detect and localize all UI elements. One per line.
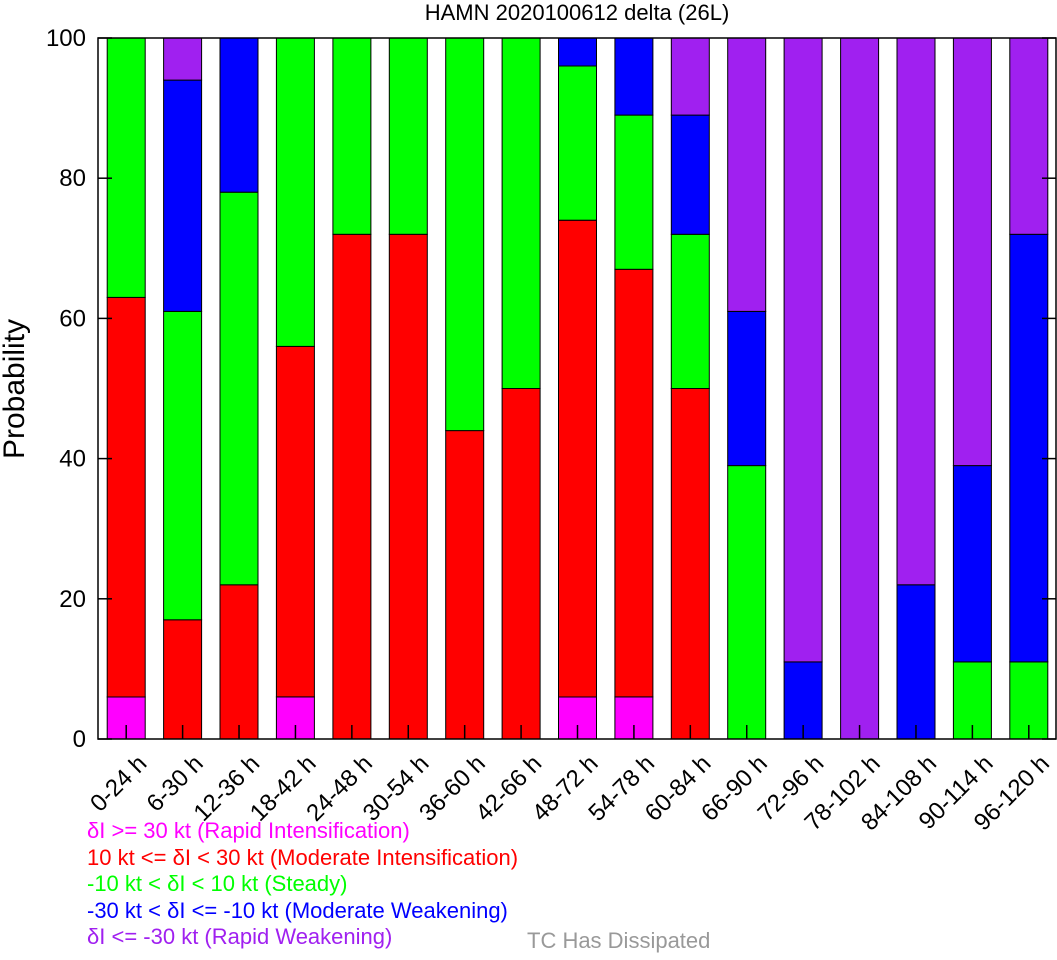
bar-segment-mi bbox=[106, 296, 146, 698]
legend-item-steady: -10 kt < δI < 10 kt (Steady) bbox=[87, 871, 348, 896]
y-tick-label: 60 bbox=[59, 305, 86, 332]
y-tick-label: 0 bbox=[73, 726, 86, 753]
legend-item-dissipated: TC Has Dissipated bbox=[527, 928, 711, 953]
bar-segment-steady bbox=[388, 37, 428, 235]
bar-segment-rw bbox=[896, 37, 936, 586]
y-tick-label: 100 bbox=[46, 25, 86, 52]
bar-segment-steady bbox=[106, 37, 146, 298]
y-axis-label: Probability bbox=[0, 319, 31, 459]
bar-segment-mw bbox=[614, 37, 654, 116]
bar-segment-mi bbox=[558, 219, 597, 698]
bars-layer bbox=[106, 37, 1049, 740]
bar-segment-mi bbox=[275, 345, 315, 698]
y-tick-label: 80 bbox=[59, 165, 86, 192]
legend-item-moderate-weakening: -30 kt < δI <= -10 kt (Moderate Weakenin… bbox=[87, 897, 508, 923]
bar-segment-steady bbox=[163, 310, 203, 621]
bar-segment-rw bbox=[952, 37, 992, 467]
bar-segment-steady bbox=[332, 37, 372, 235]
chart-title: HAMN 2020100612 delta (26L) bbox=[425, 0, 730, 25]
y-tick-label: 20 bbox=[59, 586, 86, 613]
bar-segment-mi bbox=[501, 388, 541, 740]
bar-segment-mi bbox=[614, 268, 654, 698]
y-tick-label: 40 bbox=[59, 446, 86, 473]
bar-segment-rw bbox=[727, 37, 767, 312]
bar-segment-mw bbox=[163, 79, 203, 312]
bar-segment-mi bbox=[388, 233, 428, 740]
legend-item-moderate-intensification: 10 kt <= δI < 30 kt (Moderate Intensific… bbox=[87, 844, 519, 870]
bar-segment-mi bbox=[219, 584, 259, 740]
bar-segment-mw bbox=[727, 310, 767, 467]
bar-segment-steady bbox=[670, 233, 710, 389]
bar-segment-rw bbox=[163, 37, 203, 81]
bar-segment-mi bbox=[332, 233, 372, 740]
legend-item-rapid-intensification: δI >= 30 kt (Rapid Intensification) bbox=[87, 818, 410, 843]
bar-segment-mi bbox=[670, 388, 710, 740]
bar-segment-steady bbox=[558, 65, 597, 221]
bar-segment-steady bbox=[501, 37, 541, 389]
bar-segment-mw bbox=[558, 37, 597, 67]
bar-segment-mw bbox=[896, 584, 936, 740]
legend: δI >= 30 kt (Rapid Intensification) 10 k… bbox=[87, 818, 518, 951]
bar-segment-mw bbox=[1009, 233, 1049, 663]
legend-item-rapid-weakening: δI <= -30 kt (Rapid Weakening) bbox=[87, 924, 393, 949]
bar-segment-mw bbox=[670, 114, 710, 235]
bar-segment-steady bbox=[219, 191, 259, 586]
bar-segment-mi bbox=[163, 619, 203, 740]
bar-segment-mw bbox=[952, 465, 992, 663]
bar-segment-mw bbox=[219, 37, 259, 193]
bar-segment-steady bbox=[727, 465, 767, 740]
bar-segment-mi bbox=[445, 430, 485, 740]
bar-segment-steady bbox=[275, 37, 315, 347]
x-tick-label: 0-24 h bbox=[85, 750, 152, 817]
bar-segment-rw bbox=[670, 37, 710, 116]
bar-segment-rw bbox=[840, 37, 880, 740]
bar-segment-steady bbox=[614, 114, 654, 270]
bar-segment-steady bbox=[445, 37, 485, 432]
bar-segment-rw bbox=[783, 37, 823, 663]
bar-segment-rw bbox=[1009, 37, 1049, 235]
